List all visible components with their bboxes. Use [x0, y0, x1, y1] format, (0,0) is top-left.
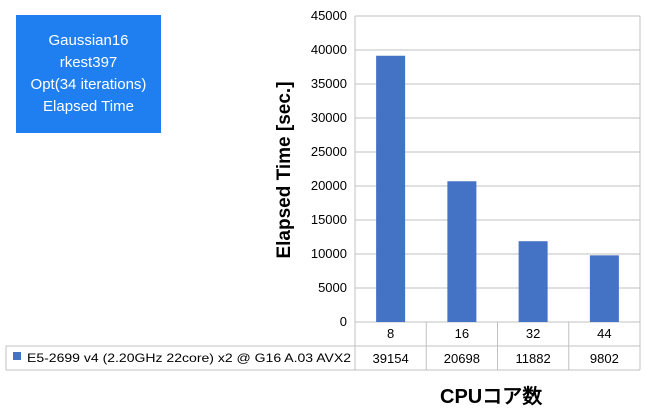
info-line-2: rkest397 [59, 54, 118, 71]
y-tick-label: 5000 [318, 280, 347, 295]
bar [376, 55, 406, 322]
data-table: 8 39154 16 20698 32 11882 44 9802 E5-2699 v4 (2.… [5, 322, 640, 371]
info-line-1: Gaussian16 [48, 32, 129, 49]
data-label: 39154 [373, 351, 409, 366]
info-line-3: Opt(34 iterations) [30, 76, 147, 93]
x-tick-label: 32 [526, 326, 540, 341]
data-label: 9802 [590, 351, 619, 366]
legend-series-name: E5-2699 v4 (2.20GHz 22core) x2 @ G16 A.0… [27, 351, 351, 365]
y-tick-label: 15000 [311, 212, 347, 227]
x-tick-label: 8 [387, 326, 394, 341]
x-tick-label: 16 [455, 326, 469, 341]
y-tick-label: 20000 [311, 178, 347, 193]
y-tick-label: 45000 [311, 8, 347, 23]
y-tick-label: 0 [340, 314, 347, 329]
x-axis-title: CPUコア数 [440, 386, 543, 408]
data-label: 20698 [444, 351, 480, 366]
bar [518, 241, 548, 322]
y-tick-label: 25000 [311, 144, 347, 159]
y-tick-label: 10000 [311, 246, 347, 261]
y-tick-label: 35000 [311, 76, 347, 91]
bar [589, 255, 619, 322]
x-tick-label: 44 [597, 326, 611, 341]
info-line-4: Elapsed Time [43, 98, 134, 115]
y-tick-label: 40000 [311, 42, 347, 57]
bar [447, 181, 477, 322]
y-tick-labels: 0 5000 10000 15000 20000 25000 30000 35000 40000… [311, 8, 347, 329]
data-label: 11882 [516, 351, 551, 366]
y-tick-label: 30000 [311, 110, 347, 125]
chart-info-box: Gaussian16 rkest397 Opt(34 iterations) E… [16, 15, 161, 133]
bars [376, 55, 619, 322]
legend-swatch [13, 352, 21, 360]
